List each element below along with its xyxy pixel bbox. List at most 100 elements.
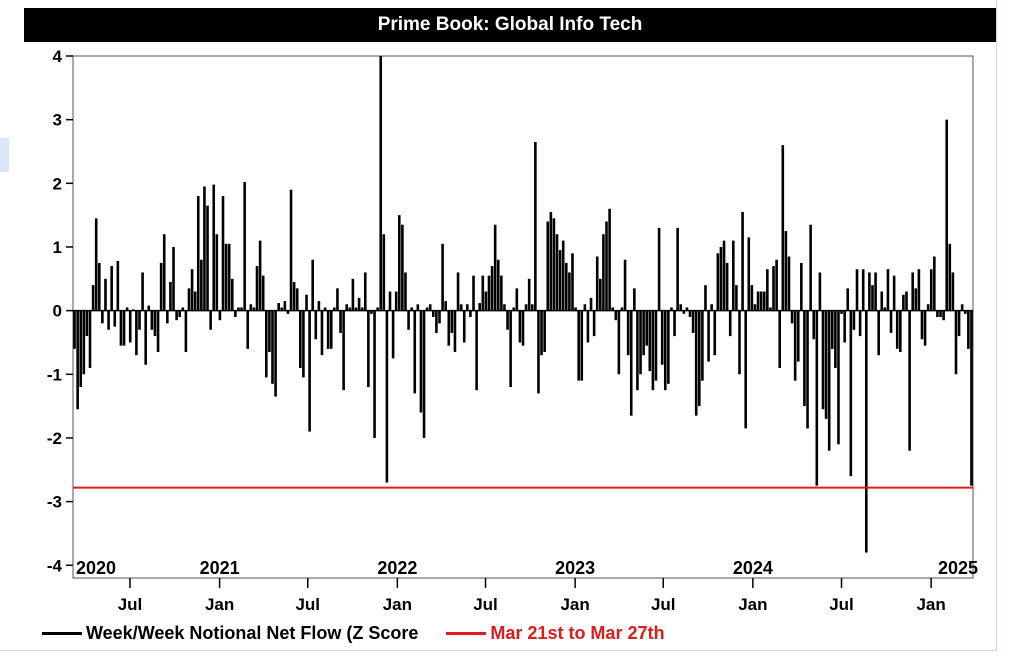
y-tick-label: -1 bbox=[47, 365, 62, 384]
flow-bar bbox=[116, 260, 120, 311]
x-tick-label: Jul bbox=[829, 595, 854, 614]
flow-bar bbox=[200, 259, 203, 311]
flow-bar bbox=[830, 310, 834, 349]
flow-bar bbox=[577, 310, 580, 381]
flow-bar bbox=[150, 310, 154, 330]
y-tick-label: 1 bbox=[53, 238, 62, 257]
flow-bar bbox=[676, 227, 679, 311]
flow-bar bbox=[212, 184, 216, 311]
flow-bar bbox=[648, 310, 652, 372]
flow-bar bbox=[73, 310, 76, 349]
flow-bar bbox=[230, 278, 234, 311]
flow-bar bbox=[747, 237, 751, 311]
flow-bar bbox=[580, 310, 584, 381]
flow-bar bbox=[574, 307, 577, 311]
flow-bar bbox=[738, 310, 741, 375]
flow-bar bbox=[614, 310, 618, 321]
flow-bar bbox=[503, 304, 506, 311]
flow-bar bbox=[617, 310, 621, 375]
flow-bar bbox=[101, 310, 104, 324]
flow-bar bbox=[629, 310, 633, 416]
flow-bar bbox=[527, 278, 531, 311]
flow-bar bbox=[274, 310, 277, 397]
flow-bar bbox=[756, 291, 760, 311]
flow-bar bbox=[540, 310, 543, 356]
flow-bar bbox=[908, 310, 911, 451]
flow-bar bbox=[97, 262, 101, 311]
flow-bar bbox=[784, 231, 788, 311]
flow-bar bbox=[422, 310, 426, 438]
x-tick-label: Jan bbox=[560, 595, 589, 614]
flow-bar bbox=[719, 246, 723, 311]
flow-bar bbox=[899, 310, 902, 353]
flow-bar bbox=[144, 310, 147, 365]
flow-bar bbox=[592, 310, 596, 337]
year-label: 2023 bbox=[555, 558, 595, 578]
flow-bar bbox=[549, 211, 553, 311]
flow-bar bbox=[710, 304, 713, 311]
flow-bar bbox=[589, 297, 593, 311]
flow-bar bbox=[252, 307, 256, 311]
flow-bar bbox=[435, 310, 438, 333]
flow-bar bbox=[237, 307, 240, 311]
y-tick-label: -3 bbox=[47, 493, 62, 512]
flow-bar bbox=[741, 211, 744, 311]
flow-bar bbox=[728, 310, 732, 337]
flow-bar bbox=[750, 285, 754, 311]
flow-bar bbox=[376, 307, 379, 311]
flow-bar bbox=[657, 227, 661, 311]
legend-label-flow: Week/Week Notional Net Flow (Z Score bbox=[86, 622, 419, 643]
flow-bar bbox=[558, 250, 562, 311]
flow-bar bbox=[642, 310, 645, 356]
flow-bar bbox=[119, 310, 123, 346]
x-tick-label: Jan bbox=[205, 595, 234, 614]
flow-bar bbox=[496, 259, 500, 311]
flow-bar bbox=[88, 310, 92, 368]
flow-bar bbox=[172, 246, 175, 311]
flow-bar bbox=[824, 310, 828, 419]
flow-bar bbox=[512, 307, 516, 311]
window-border-bottom bbox=[0, 650, 997, 651]
flow-bar bbox=[196, 196, 200, 311]
flow-bar bbox=[444, 301, 447, 311]
flow-bar bbox=[633, 288, 636, 311]
flow-bar bbox=[132, 309, 135, 311]
flow-bar bbox=[886, 269, 890, 311]
flow-bar bbox=[722, 240, 726, 311]
year-label: 2025 bbox=[938, 558, 978, 578]
flow-bar bbox=[128, 310, 132, 343]
y-tick-label: 4 bbox=[53, 47, 63, 66]
flow-bar bbox=[125, 307, 129, 311]
flow-bar bbox=[394, 291, 398, 311]
flow-bar bbox=[803, 310, 806, 407]
flow-bar bbox=[917, 269, 921, 311]
flow-bar bbox=[926, 304, 930, 311]
flow-bar bbox=[187, 288, 191, 311]
legend-label-reference: Mar 21st to Mar 27th bbox=[490, 622, 665, 643]
y-tick-label: -2 bbox=[47, 429, 62, 448]
flow-bar bbox=[432, 310, 435, 317]
flow-bar bbox=[326, 310, 330, 349]
flow-bar bbox=[416, 304, 420, 311]
flow-bar bbox=[772, 266, 775, 311]
flow-bar bbox=[221, 196, 225, 311]
flow-bar bbox=[515, 288, 519, 311]
flow-bar bbox=[110, 266, 113, 311]
flow-bar bbox=[215, 234, 219, 311]
flow-bar bbox=[323, 307, 327, 311]
flow-bar bbox=[827, 310, 831, 451]
flow-bar bbox=[295, 288, 299, 311]
legend-swatch-reference bbox=[446, 631, 487, 635]
flow-bar bbox=[939, 310, 942, 317]
side-tab bbox=[0, 138, 9, 172]
flow-bar bbox=[404, 272, 407, 311]
flow-bar bbox=[967, 310, 970, 349]
flow-bar bbox=[419, 310, 423, 413]
flow-bar bbox=[156, 310, 160, 353]
flow-bar bbox=[425, 307, 429, 311]
flow-bar bbox=[209, 310, 212, 330]
flow-bar bbox=[85, 310, 89, 337]
flow-bar bbox=[564, 262, 568, 311]
flow-bar bbox=[345, 304, 349, 311]
flow-bar bbox=[268, 310, 271, 353]
